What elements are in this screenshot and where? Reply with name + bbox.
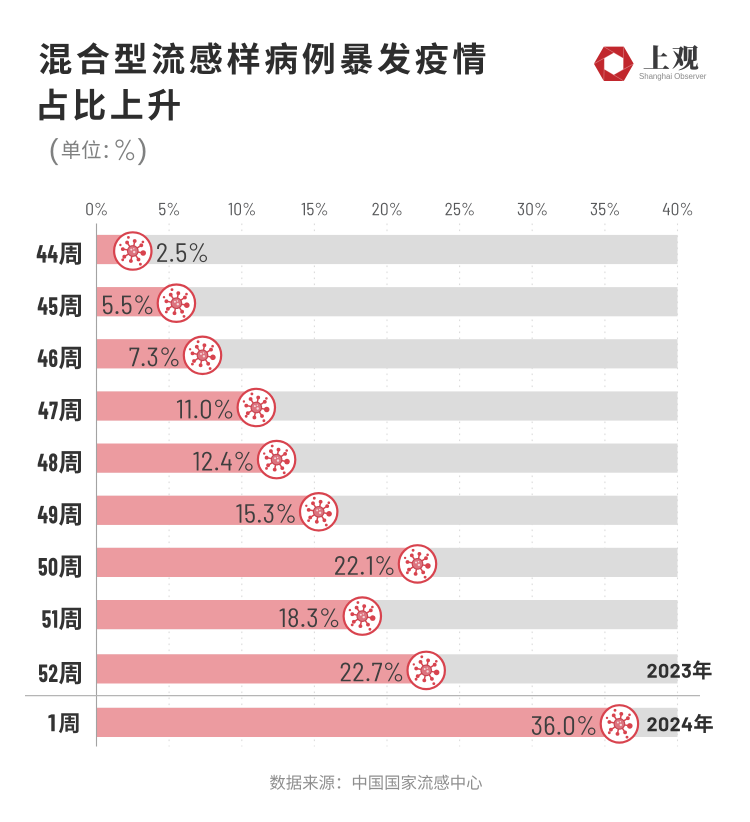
- svg-text:Shanghai Observer: Shanghai Observer: [639, 72, 707, 81]
